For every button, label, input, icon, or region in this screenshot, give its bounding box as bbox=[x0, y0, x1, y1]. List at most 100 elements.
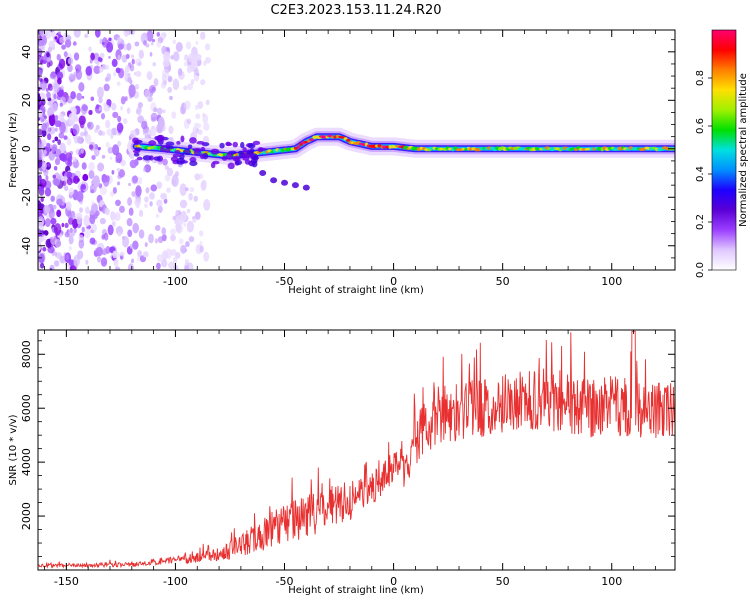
noise-speckle bbox=[195, 40, 199, 45]
noise-speckle bbox=[66, 177, 73, 186]
ridge-blob bbox=[132, 137, 139, 144]
noise-speckle bbox=[49, 87, 54, 92]
ridge-blob bbox=[225, 142, 233, 147]
noise-speckle bbox=[166, 187, 171, 193]
noise-speckle bbox=[156, 262, 161, 270]
noise-speckle bbox=[199, 245, 204, 253]
spectrogram-y-tick-label: 20 bbox=[20, 93, 33, 107]
noise-speckle bbox=[127, 197, 133, 206]
noise-speckle bbox=[75, 212, 83, 221]
noise-speckle bbox=[115, 199, 121, 207]
noise-speckle bbox=[103, 83, 110, 92]
snr-series-line bbox=[38, 330, 675, 569]
ridge-core-dot bbox=[296, 145, 301, 149]
noise-speckle bbox=[89, 209, 96, 216]
noise-speckle bbox=[186, 118, 192, 124]
noise-speckle bbox=[67, 211, 72, 219]
noise-speckle bbox=[137, 250, 142, 258]
noise-speckle bbox=[203, 251, 210, 262]
noise-speckle bbox=[56, 53, 61, 61]
noise-speckle bbox=[142, 128, 147, 136]
noise-speckle bbox=[117, 181, 121, 186]
noise-speckle bbox=[127, 72, 131, 77]
noise-speckle bbox=[203, 199, 211, 211]
noise-speckle bbox=[171, 174, 179, 188]
noise-speckle bbox=[69, 73, 74, 78]
noise-speckle bbox=[126, 218, 133, 227]
noise-speckle bbox=[42, 246, 47, 252]
noise-speckle bbox=[190, 78, 195, 85]
noise-speckle bbox=[156, 199, 163, 207]
noise-speckle bbox=[78, 115, 86, 126]
noise-speckle bbox=[64, 185, 69, 192]
noise-speckle bbox=[188, 236, 195, 243]
noise-speckle bbox=[172, 78, 180, 91]
noise-speckle bbox=[144, 242, 148, 248]
noise-speckle bbox=[175, 224, 184, 234]
ridge-blob bbox=[160, 145, 165, 152]
noise-speckle bbox=[142, 167, 146, 172]
noise-speckle bbox=[58, 132, 65, 139]
noise-speckle bbox=[73, 30, 81, 38]
noise-speckle bbox=[39, 78, 43, 82]
side-branch-point bbox=[248, 160, 256, 167]
noise-speckle bbox=[80, 103, 88, 115]
noise-speckle bbox=[146, 71, 153, 81]
noise-speckle bbox=[183, 100, 191, 110]
noise-speckle bbox=[53, 165, 58, 171]
noise-speckle bbox=[62, 180, 67, 186]
snr-axes: -150 -100 -50 0 50 100 2000 4000 6000 8000 bbox=[20, 330, 675, 588]
noise-speckle bbox=[91, 154, 96, 160]
noise-speckle bbox=[90, 52, 95, 61]
noise-speckle bbox=[186, 220, 194, 233]
ridge-core-dot bbox=[390, 144, 395, 149]
noise-speckle bbox=[38, 55, 41, 64]
noise-speckle bbox=[93, 65, 101, 75]
noise-speckle bbox=[66, 171, 73, 179]
noise-speckle bbox=[61, 222, 65, 228]
ridge-blob bbox=[210, 162, 216, 169]
ridge-blob bbox=[240, 141, 245, 149]
noise-speckle bbox=[53, 260, 60, 267]
noise-speckle bbox=[67, 64, 73, 73]
noise-speckle bbox=[141, 120, 148, 130]
noise-speckle bbox=[134, 41, 140, 47]
spectrogram-frame bbox=[37, 29, 676, 271]
noise-speckle bbox=[53, 82, 60, 93]
noise-speckle bbox=[166, 167, 174, 177]
noise-speckle bbox=[131, 58, 135, 65]
noise-speckle bbox=[199, 240, 203, 246]
noise-speckle bbox=[104, 76, 110, 82]
ridge-blob bbox=[136, 156, 143, 161]
noise-speckle bbox=[63, 135, 68, 140]
spectrogram-y-tick-label: -20 bbox=[20, 188, 33, 206]
noise-speckle bbox=[38, 236, 44, 243]
noise-speckle bbox=[177, 68, 183, 77]
noise-speckle bbox=[76, 219, 82, 225]
ridge-blob bbox=[134, 147, 143, 152]
noise-speckle bbox=[58, 58, 66, 69]
ridge-blob bbox=[245, 154, 254, 158]
noise-speckle bbox=[156, 107, 163, 115]
noise-speckle bbox=[50, 235, 57, 246]
noise-speckle bbox=[183, 222, 187, 227]
noise-speckle bbox=[186, 64, 193, 74]
noise-speckle bbox=[88, 46, 92, 52]
colorbar-label: Normalized spectral amplitude bbox=[738, 73, 749, 227]
noise-speckle bbox=[67, 159, 73, 167]
ridge-blob bbox=[170, 156, 178, 162]
snr-y-tick-label: 2000 bbox=[20, 502, 33, 530]
noise-speckle bbox=[63, 51, 68, 58]
colorbar: 0.0 0.2 0.4 0.6 0.8 Normalized spectral ampl… bbox=[695, 29, 749, 278]
noise-speckle bbox=[89, 59, 93, 64]
noise-speckle bbox=[95, 246, 103, 257]
colorbar-tick-label: 0.8 bbox=[695, 70, 706, 86]
noise-speckle bbox=[111, 58, 118, 68]
noise-speckle bbox=[161, 259, 168, 268]
noise-speckle bbox=[112, 111, 119, 119]
noise-speckle bbox=[44, 218, 51, 228]
noise-speckle bbox=[42, 167, 46, 172]
noise-speckle bbox=[170, 228, 176, 236]
ridge-core-dot bbox=[589, 147, 594, 151]
